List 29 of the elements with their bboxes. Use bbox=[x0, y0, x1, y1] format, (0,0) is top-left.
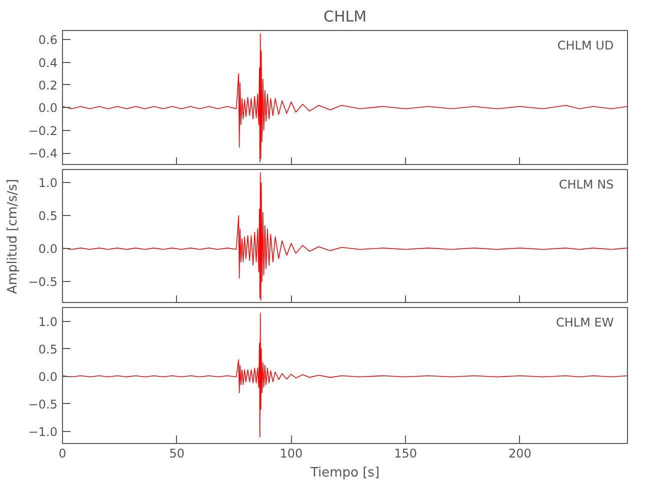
annotation: CHLM UD bbox=[557, 38, 614, 52]
y-tick-label: 1.0 bbox=[38, 176, 58, 190]
x-tick-label: 0 bbox=[58, 446, 66, 460]
annotation: CHLM NS bbox=[558, 178, 614, 192]
y-tick-label: 0.2 bbox=[38, 78, 58, 92]
x-tick-label: 100 bbox=[280, 446, 303, 460]
x-tick-label: 150 bbox=[394, 446, 418, 460]
chart-title: CHLM bbox=[323, 8, 367, 26]
line-series bbox=[62, 34, 628, 162]
y-axis-title: Amplitud [cm/s/s] bbox=[5, 178, 20, 294]
y-tick-label: −0.2 bbox=[28, 124, 58, 138]
annotation: CHLM EW bbox=[556, 316, 614, 330]
x-axis-title: Tiempo [s] bbox=[309, 466, 380, 480]
y-tick-label: 0.5 bbox=[38, 342, 58, 356]
y-tick-label: 0.6 bbox=[38, 33, 58, 48]
line-series bbox=[62, 312, 628, 438]
y-tick-label: −1.0 bbox=[28, 424, 58, 439]
y-tick-label: −0.5 bbox=[28, 275, 58, 290]
y-tick-label: −0.4 bbox=[28, 146, 58, 161]
y-tick-label: 1.0 bbox=[38, 314, 58, 329]
y-tick-label: 0.4 bbox=[38, 56, 58, 70]
y-tick-label: 0.5 bbox=[38, 209, 58, 224]
y-tick-label: 0.0 bbox=[38, 242, 58, 256]
y-tick-label: 0.0 bbox=[38, 101, 58, 116]
x-tick-label: 200 bbox=[508, 446, 532, 460]
y-tick-label: −0.5 bbox=[28, 397, 58, 412]
line-series bbox=[62, 172, 628, 301]
x-tick-label: 50 bbox=[169, 446, 185, 460]
y-tick-label: 0.0 bbox=[38, 370, 58, 384]
